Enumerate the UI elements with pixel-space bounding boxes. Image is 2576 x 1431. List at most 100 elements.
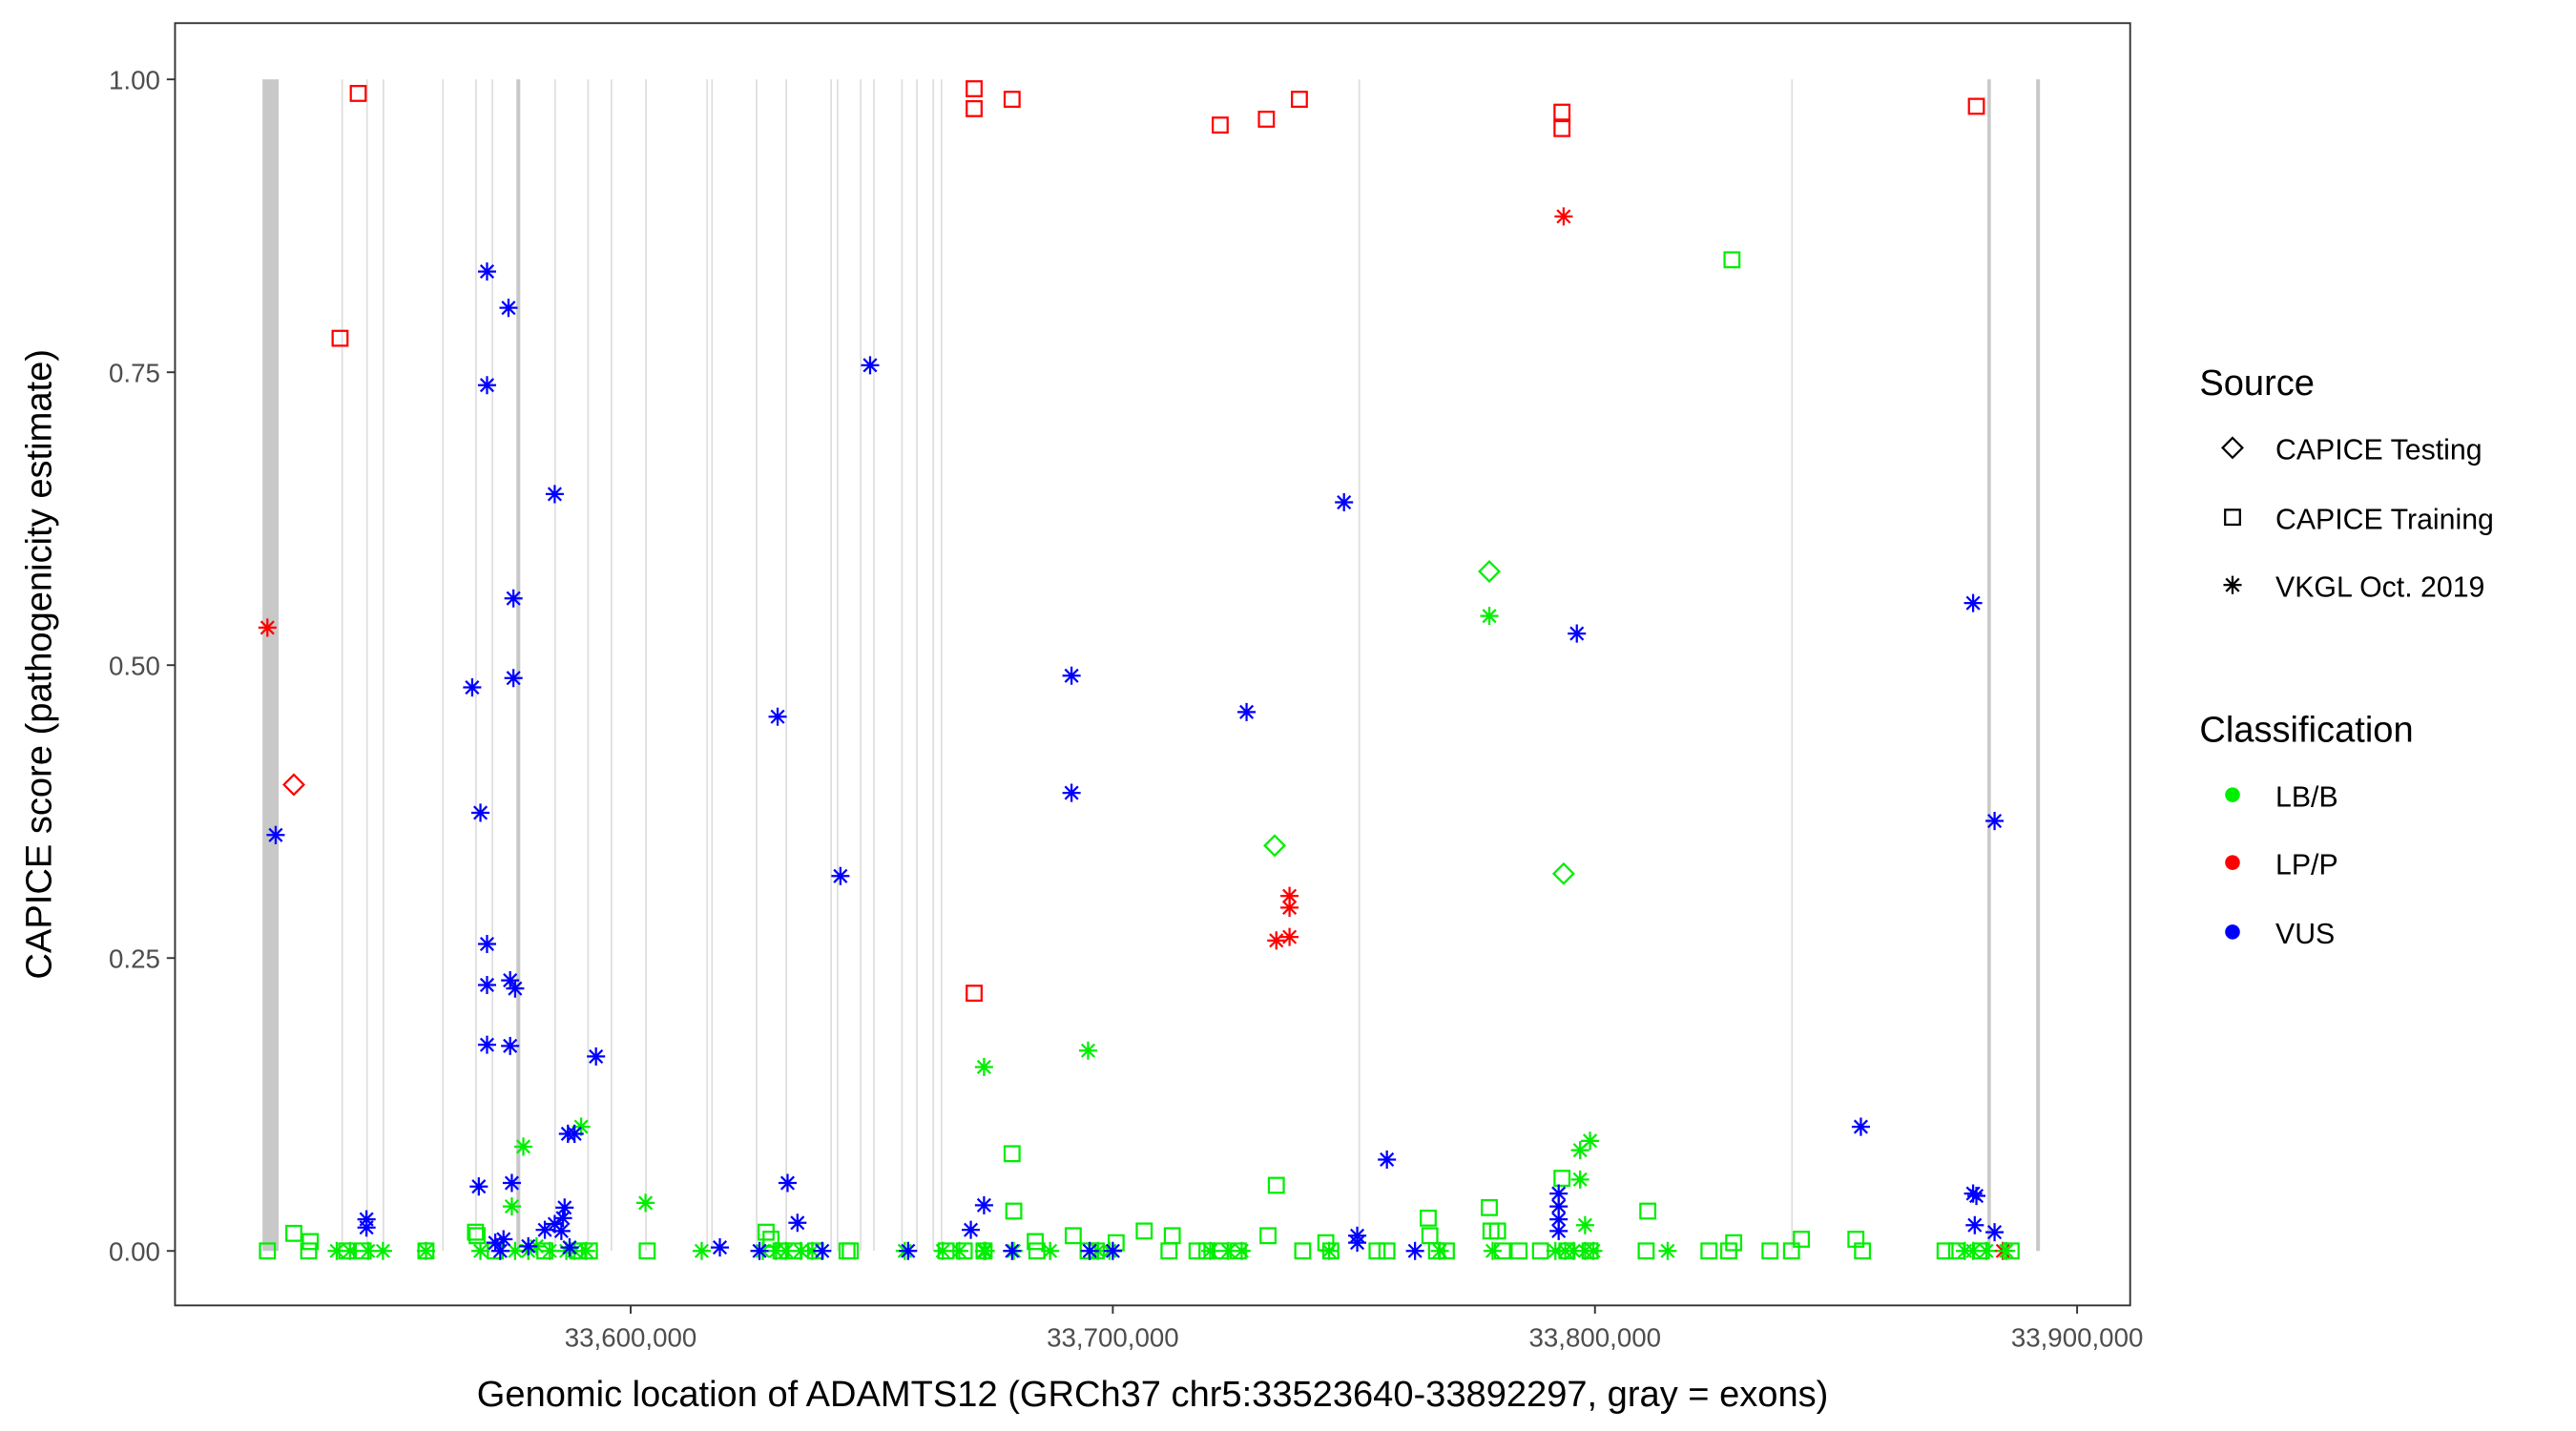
- y-axis: 0.00 0.25 0.50 0.75 1.00: [109, 66, 176, 1267]
- legend-key-asterisk-icon: [2223, 575, 2242, 594]
- point-square-lbb: [1064, 1227, 1082, 1245]
- point-square-lpp: [331, 329, 349, 347]
- point-asterisk-vus: [831, 866, 850, 885]
- point-asterisk-lbb: [949, 1241, 968, 1260]
- point-asterisk-vus: [1103, 1241, 1122, 1260]
- point-square-lbb: [1027, 1233, 1044, 1251]
- y-tick-label: 0.25: [109, 944, 160, 974]
- point-diamond-lbb: [1551, 861, 1575, 885]
- point-asterisk-lbb: [1564, 1241, 1583, 1260]
- y-tick-label: 0.50: [109, 652, 160, 681]
- point-asterisk-lpp: [1267, 931, 1286, 950]
- point-asterisk-lbb: [1078, 1041, 1097, 1060]
- point-square-lbb: [300, 1242, 318, 1260]
- legend-title-source: Source: [2199, 363, 2315, 404]
- point-asterisk-vus: [1851, 1117, 1870, 1136]
- exon-band: [785, 79, 787, 1252]
- point-asterisk-lbb: [1575, 1215, 1594, 1234]
- point-asterisk-vus: [1062, 666, 1081, 685]
- point-diamond-lbb: [1478, 559, 1501, 583]
- y-tick-label: 0.75: [109, 359, 160, 388]
- point-square-lbb: [1725, 1234, 1743, 1252]
- point-square-lbb: [1639, 1202, 1657, 1220]
- exon-band: [553, 79, 556, 1252]
- point-asterisk-vus: [1549, 1184, 1568, 1203]
- point-asterisk-vus: [486, 1234, 505, 1253]
- point-asterisk-vus: [477, 376, 496, 395]
- point-asterisk-lbb: [1570, 1141, 1589, 1160]
- point-asterisk-lbb: [514, 1137, 533, 1156]
- point-asterisk-lpp: [1280, 886, 1299, 905]
- point-asterisk-vus: [1348, 1234, 1367, 1253]
- point-asterisk-vus: [545, 1214, 564, 1234]
- y-tick-label: 1.00: [109, 66, 160, 95]
- point-square-lbb: [841, 1242, 860, 1260]
- point-square-lbb: [1782, 1242, 1800, 1260]
- legend-class-keys: [2225, 787, 2240, 940]
- point-square-lbb: [1761, 1242, 1779, 1260]
- point-asterisk-lbb: [777, 1241, 796, 1260]
- point-square-lbb: [1294, 1242, 1312, 1260]
- exon-band: [341, 79, 343, 1252]
- point-asterisk-lbb: [1232, 1241, 1251, 1260]
- point-square-lbb: [467, 1223, 485, 1241]
- point-asterisk-vus: [519, 1236, 538, 1255]
- point-asterisk-vus: [788, 1213, 807, 1233]
- point-square-lbb: [1854, 1242, 1872, 1260]
- point-asterisk-vus: [477, 1035, 496, 1054]
- point-square-lbb: [1510, 1242, 1528, 1260]
- point-asterisk-lpp: [1280, 898, 1299, 917]
- point-square-lbb: [1420, 1209, 1437, 1227]
- point-asterisk-lbb: [1430, 1241, 1449, 1260]
- exon-band: [475, 79, 477, 1252]
- exon-band: [940, 79, 943, 1252]
- point-asterisk-lbb: [1570, 1170, 1589, 1189]
- point-asterisk-vus: [555, 1198, 574, 1217]
- point-asterisk-lbb: [1546, 1241, 1565, 1260]
- exon-band: [1987, 79, 1991, 1252]
- point-asterisk-vus: [502, 1173, 521, 1192]
- point-asterisk-vus: [1549, 1197, 1568, 1216]
- point-asterisk-vus: [463, 678, 482, 697]
- point-square-lbb: [1723, 251, 1741, 269]
- point-asterisk-lbb: [571, 1117, 591, 1136]
- exon-band: [611, 79, 613, 1252]
- point-square-lbb: [468, 1227, 486, 1245]
- point-asterisk-vus: [499, 299, 518, 318]
- point-diamond-lpp: [282, 773, 305, 797]
- point-asterisk-vus: [1967, 1187, 1986, 1206]
- point-asterisk-lbb: [974, 1057, 993, 1076]
- legend-key-square-icon: [2224, 508, 2241, 527]
- point-asterisk-vus: [535, 1220, 554, 1239]
- exon-band: [1358, 79, 1361, 1252]
- point-asterisk-lbb: [1200, 1241, 1220, 1260]
- point-asterisk-vus: [504, 669, 523, 688]
- point-asterisk-vus: [266, 825, 285, 844]
- legend-key-diamond-icon: [2221, 436, 2244, 460]
- point-asterisk-lbb: [791, 1241, 810, 1260]
- legend-key-dot-icon: [2225, 855, 2240, 870]
- point-asterisk-vus: [899, 1241, 918, 1260]
- point-asterisk-lbb: [692, 1241, 711, 1260]
- x-tick-label: 33,800,000: [1528, 1323, 1661, 1353]
- point-square-lpp: [966, 985, 983, 1003]
- point-square-lbb: [1936, 1242, 1954, 1260]
- point-square-lpp: [1967, 97, 1985, 115]
- point-square-lpp: [1553, 103, 1571, 121]
- y-axis-title: CAPICE score (pathogenicity estimate): [20, 349, 60, 980]
- exon-band: [365, 79, 368, 1252]
- point-asterisk-vus: [1080, 1241, 1099, 1260]
- point-square-lbb: [1368, 1242, 1386, 1260]
- exon-band: [916, 79, 918, 1252]
- point-asterisk-lbb: [636, 1193, 655, 1213]
- point-asterisk-vus: [750, 1241, 769, 1260]
- exon-band: [491, 79, 493, 1252]
- point-square-lpp: [966, 99, 983, 117]
- point-asterisk-lbb: [471, 1241, 490, 1260]
- legend-key-dot-icon: [2225, 787, 2240, 802]
- point-asterisk-vus: [490, 1241, 509, 1260]
- point-asterisk-lbb: [1581, 1131, 1600, 1151]
- point-asterisk-lpp: [258, 618, 277, 637]
- legend-label-vus: VUS: [2275, 919, 2335, 950]
